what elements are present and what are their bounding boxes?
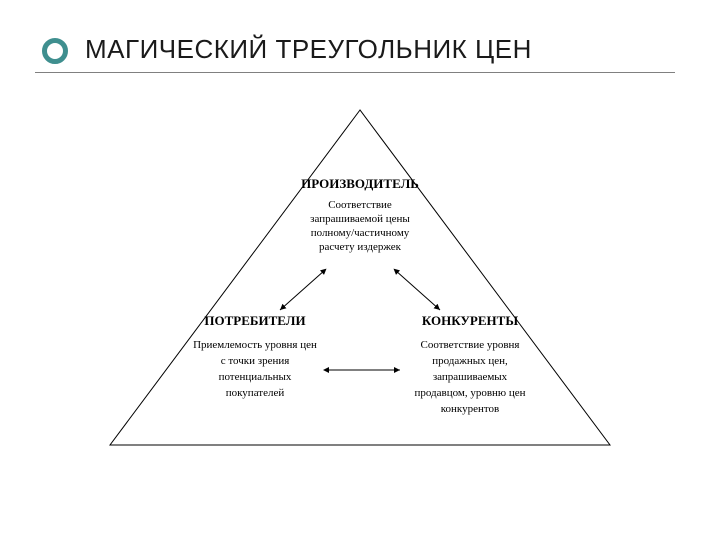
node-consumers-desc: покупателей — [226, 387, 285, 399]
node-competitors-title: КОНКУРЕНТЫ — [422, 313, 518, 328]
node-producer-title: ПРОИЗВОДИТЕЛЬ — [301, 176, 419, 191]
title-bullet-icon — [42, 38, 68, 64]
node-consumers-desc: Приемлемость уровня цен — [193, 339, 317, 351]
node-competitors-desc: продавцом, уровню цен — [414, 387, 525, 399]
node-consumers-desc: потенциальных — [219, 371, 292, 383]
node-producer-desc: Соответствие — [328, 199, 392, 211]
node-producer-desc: полному/частичному — [311, 227, 410, 239]
node-consumers-title: ПОТРЕБИТЕЛИ — [204, 313, 305, 328]
node-competitors-desc: продажных цен, — [432, 355, 508, 367]
edge-top-right — [395, 270, 440, 310]
node-competitors-desc: конкурентов — [441, 403, 500, 415]
title-underline — [35, 72, 675, 73]
node-producer-desc: запрашиваемой цены — [310, 213, 410, 225]
page-title: МАГИЧЕСКИЙ ТРЕУГОЛЬНИК ЦЕН — [85, 34, 532, 65]
diagram-svg: ПРОИЗВОДИТЕЛЬ Соответствие запрашиваемой… — [100, 100, 620, 460]
edge-top-left — [280, 270, 325, 310]
triangle-diagram: ПРОИЗВОДИТЕЛЬ Соответствие запрашиваемой… — [100, 100, 620, 460]
node-producer-desc: расчету издержек — [319, 241, 402, 253]
node-competitors-desc: Соответствие уровня — [421, 339, 520, 351]
node-competitors-desc: запрашиваемых — [433, 371, 508, 383]
node-consumers-desc: с точки зрения — [221, 355, 290, 367]
outer-triangle — [110, 110, 610, 445]
